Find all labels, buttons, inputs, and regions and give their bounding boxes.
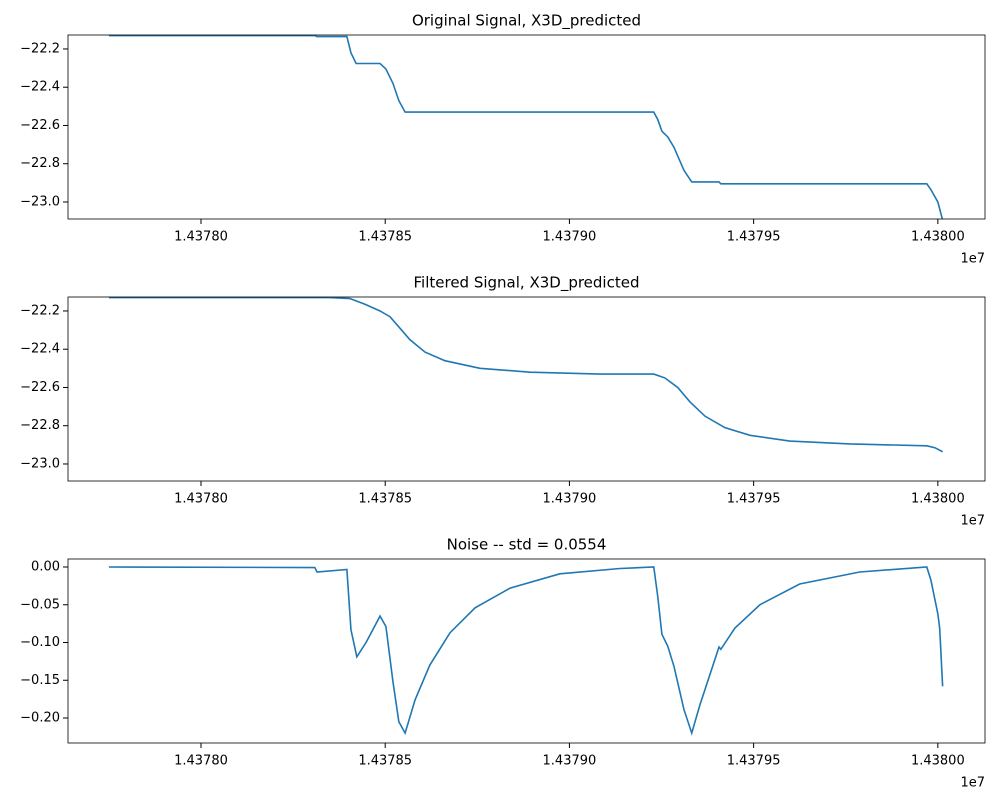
y-tick-label: 0.00 (31, 560, 60, 575)
y-tick-label: −22.4 (20, 80, 60, 95)
x-tick-label: 1.43800 (911, 230, 965, 245)
x-tick-label: 1.43795 (727, 230, 781, 245)
subplot-title: Filtered Signal, X3D_predicted (414, 274, 640, 293)
x-tick-label: 1.43785 (358, 230, 412, 245)
series-line (108, 35, 944, 219)
y-tick-label: −23.0 (20, 456, 60, 471)
y-tick-label: −22.8 (20, 156, 60, 171)
x-tick-label: 1.43780 (174, 492, 228, 507)
x-tick-label: 1.43800 (911, 492, 965, 507)
subplot-title: Noise -- std = 0.0554 (447, 536, 607, 554)
y-tick-label: −22.6 (20, 380, 60, 395)
x-tick-label: 1.43800 (911, 754, 965, 769)
y-tick-label: −0.15 (20, 673, 60, 688)
plot-frame (67, 34, 986, 220)
y-tick-label: −22.2 (20, 41, 60, 56)
y-tick-label: −22.6 (20, 118, 60, 133)
subplot-title: Original Signal, X3D_predicted (412, 12, 641, 31)
x-offset-label: 1e7 (960, 252, 985, 267)
x-tick-label: 1.43785 (358, 492, 412, 507)
y-tick-label: −22.8 (20, 418, 60, 433)
x-tick-label: 1.43780 (174, 230, 228, 245)
x-tick-label: 1.43785 (358, 754, 412, 769)
y-tick-label: −0.10 (20, 635, 60, 650)
y-tick-label: −23.0 (20, 194, 60, 209)
plot-frame (67, 558, 986, 744)
y-tick-label: −22.4 (20, 342, 60, 357)
y-tick-label: −0.20 (20, 711, 60, 726)
x-tick-label: 1.43795 (727, 492, 781, 507)
subplot: Filtered Signal, X3D_predicted 1.43780 1.4… (20, 274, 986, 529)
x-tick-label: 1.43790 (543, 754, 597, 769)
series-line (108, 297, 943, 453)
x-offset-label: 1e7 (960, 776, 985, 791)
x-tick-label: 1.43790 (543, 492, 597, 507)
x-tick-label: 1.43790 (543, 230, 597, 245)
subplot: Original Signal, X3D_predicted 1.43780 1.4… (20, 12, 986, 267)
subplot: Noise -- std = 0.0554 1.43780 1.43785 1.437… (20, 536, 986, 791)
plot-frame (67, 296, 986, 482)
series-line (108, 566, 944, 736)
x-tick-label: 1.43795 (727, 754, 781, 769)
y-tick-label: −22.2 (20, 303, 60, 318)
x-offset-label: 1e7 (960, 514, 985, 529)
x-tick-label: 1.43780 (174, 754, 228, 769)
y-tick-label: −0.05 (20, 597, 60, 612)
